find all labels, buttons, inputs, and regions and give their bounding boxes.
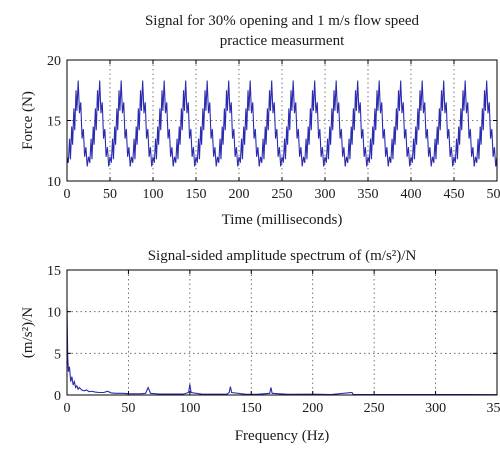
spectrum-line — [66, 307, 498, 396]
force-chart-ticks: 0 50 100 150 200 250 300 350 400 450 500 10 15 20 — [47, 54, 500, 202]
x-tick-label: 150 — [186, 187, 207, 202]
spectrum-chart-frame — [66, 269, 498, 396]
force-chart-title: Signal for 30% opening and 1 m/s flow sp… — [145, 13, 420, 29]
y-tick-label: 5 — [54, 347, 61, 362]
force-chart-ylabel: Force (N) — [20, 91, 36, 150]
y-tick-label: 0 — [54, 389, 61, 404]
x-tick-label: 50 — [121, 401, 135, 416]
x-tick-label: 50 — [103, 187, 117, 202]
y-tick-label: 20 — [47, 54, 61, 69]
force-signal-line — [66, 80, 498, 167]
y-tick-label: 15 — [47, 115, 61, 130]
spectrum-chart-title: Signal-sided amplitude spectrum of (m/s²… — [148, 248, 417, 264]
x-tick-label: 300 — [425, 401, 446, 416]
x-tick-label: 100 — [143, 187, 164, 202]
force-chart: Signal for 30% opening and 1 m/s flow sp… — [20, 13, 500, 228]
x-tick-label: 200 — [229, 187, 250, 202]
y-tick-label: 10 — [47, 306, 61, 321]
spectrum-chart-ylabel: (m/s²)/N — [20, 307, 36, 358]
force-chart-subtitle: practice measurment — [220, 33, 345, 49]
x-tick-label: 250 — [272, 187, 293, 202]
x-tick-label: 450 — [444, 187, 465, 202]
x-tick-label: 0 — [64, 401, 71, 416]
force-chart-grid — [67, 60, 497, 181]
x-tick-label: 0 — [64, 187, 71, 202]
x-tick-label: 500 — [487, 187, 500, 202]
spectrum-chart-xlabel: Frequency (Hz) — [235, 428, 330, 444]
x-tick-label: 100 — [179, 401, 200, 416]
spectrum-chart-ticks: 0 50 100 150 200 250 300 350 0 5 10 15 — [47, 264, 500, 416]
x-tick-label: 250 — [364, 401, 385, 416]
x-tick-label: 150 — [241, 401, 262, 416]
y-tick-label: 10 — [47, 175, 61, 190]
spectrum-chart-grid — [67, 270, 497, 395]
x-tick-label: 400 — [401, 187, 422, 202]
spectrum-chart: Signal-sided amplitude spectrum of (m/s²… — [20, 248, 500, 444]
force-chart-xlabel: Time (milliseconds) — [222, 212, 343, 228]
y-tick-label: 15 — [47, 264, 61, 279]
x-tick-label: 300 — [315, 187, 336, 202]
x-tick-label: 350 — [487, 401, 500, 416]
x-tick-label: 200 — [302, 401, 323, 416]
x-tick-label: 350 — [358, 187, 379, 202]
